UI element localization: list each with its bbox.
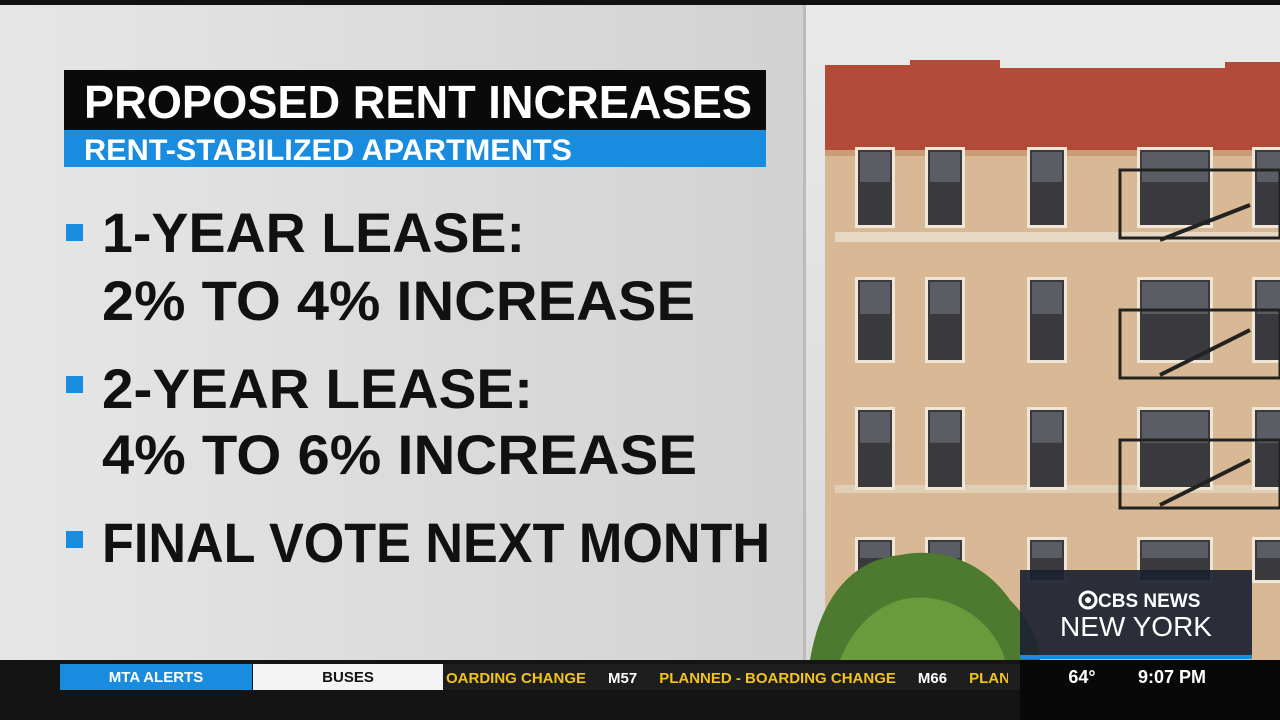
fire-escape	[1118, 438, 1280, 510]
window-glare	[930, 152, 960, 182]
ticker-info	[1020, 660, 1280, 720]
clock: 9:07 PM	[1138, 667, 1206, 687]
window-glare	[1257, 412, 1280, 443]
window-glare	[930, 282, 960, 314]
crawl-mask	[1008, 664, 1020, 690]
bullet-text: 1-YEAR LEASE:	[102, 201, 525, 264]
window-glare	[1142, 152, 1208, 182]
crawl-item: M66	[918, 670, 947, 687]
window-glare	[1032, 282, 1062, 314]
fire-escape	[1118, 168, 1280, 240]
subtitle-bar	[64, 130, 766, 167]
ticker-tab	[60, 664, 252, 690]
bullet-text: FINAL VOTE NEXT MONTH	[102, 511, 770, 574]
window-glare	[930, 412, 960, 443]
fire-escape	[1118, 308, 1280, 380]
subtitle: RENT-STABILIZED APARTMENTS	[84, 134, 572, 167]
bullet-text: 4% TO 6% INCREASE	[102, 423, 697, 486]
cbs-eye-pupil	[1085, 597, 1091, 603]
ticker-tab-label: MTA ALERTS	[109, 669, 203, 686]
window-glare	[1257, 282, 1280, 314]
window-glare	[1032, 412, 1062, 443]
fire-escape-stair	[1159, 203, 1251, 507]
window-glare	[1257, 542, 1280, 558]
bullet-marker	[66, 531, 83, 548]
window-glare	[1142, 412, 1208, 443]
bullet-text: 2-YEAR LEASE:	[102, 357, 533, 420]
crawl-item: M57	[608, 670, 637, 687]
window-glare	[1142, 542, 1208, 558]
title: PROPOSED RENT INCREASES	[84, 76, 752, 128]
crawl-item: PLAN	[969, 670, 1010, 687]
ticker-crawl	[443, 664, 1020, 690]
ticker-tab	[253, 664, 443, 690]
ticker-tab-label: BUSES	[322, 669, 374, 686]
logo-rule	[1020, 655, 1252, 659]
cbs-eye	[1078, 590, 1098, 610]
logo-station: NEW YORK	[1060, 611, 1212, 642]
window-glare	[1032, 542, 1062, 558]
building-photo	[803, 5, 1280, 660]
title-bar	[64, 70, 766, 130]
top-bar	[0, 0, 1280, 5]
bullet-marker	[66, 224, 83, 241]
window-glare	[860, 282, 890, 314]
window-glare	[1257, 152, 1280, 182]
window-glare	[1032, 152, 1062, 182]
crawl-item: OARDING CHANGE	[446, 670, 586, 687]
window-glare	[860, 152, 890, 182]
logo-brand: CBS NEWS	[1098, 591, 1200, 612]
window-glare	[860, 412, 890, 443]
crawl-item: PLANNED - BOARDING CHANGE	[659, 670, 896, 687]
window-glare	[860, 542, 890, 558]
temperature: 64°	[1068, 667, 1095, 687]
bullet-text: 2% TO 4% INCREASE	[102, 269, 695, 332]
bullet-marker	[66, 376, 83, 393]
logo-box	[1020, 570, 1252, 658]
